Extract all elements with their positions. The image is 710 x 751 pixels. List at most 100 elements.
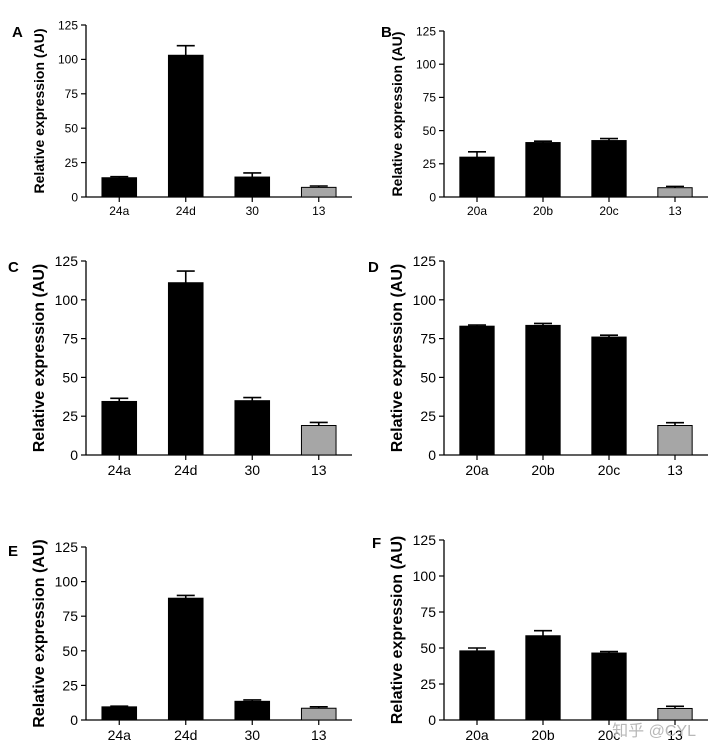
bar [101,706,138,721]
bar [234,700,271,721]
y-tick-label: 100 [416,58,436,72]
y-tick-label: 75 [423,91,437,105]
y-tick-label: 25 [62,408,78,424]
bar [300,425,337,456]
y-tick-label: 25 [62,677,78,693]
y-tick-label: 75 [62,608,78,624]
panel-label: C [8,259,19,276]
y-axis-label: Relative expression (AU) [31,264,48,453]
y-tick-label: 50 [420,640,436,656]
bar [591,140,627,198]
y-axis-label: Relative expression (AU) [389,536,406,725]
bar [234,400,271,456]
x-tick-label: 30 [244,727,260,743]
x-tick-label: 20b [533,204,553,218]
y-tick-label: 100 [55,292,79,308]
bar [591,652,627,721]
y-tick-label: 25 [65,156,79,170]
x-tick-label: 20a [467,204,487,218]
y-tick-label: 50 [62,643,78,659]
y-tick-label: 125 [55,539,79,555]
chart-panel-c: C Relative expression (AU) 0 25 50 75 100 125 24… [8,253,352,478]
chart-panel-e: E Relative expression (AU) 0 25 50 75 100 125 24… [8,539,352,743]
x-tick-label: 20c [598,462,621,478]
y-tick-label: 50 [423,124,437,138]
y-tick-label: 75 [420,331,436,347]
panel-label: D [368,259,379,276]
x-tick-label: 20c [598,727,621,743]
y-tick-label: 50 [62,369,78,385]
y-axis-label: Relative expression (AU) [31,539,48,728]
y-tick-label: 0 [70,447,78,463]
x-tick-label: 24d [174,462,197,478]
x-tick-label: 20a [465,462,489,478]
y-tick-label: 0 [71,190,78,204]
y-axis-label: Relative expression (AU) [389,264,406,453]
bar [167,282,204,456]
y-tick-label: 125 [413,532,437,548]
y-tick-label: 25 [420,676,436,692]
x-tick-label: 24d [174,727,197,743]
bar [300,707,337,721]
x-tick-label: 24a [109,204,129,218]
y-tick-label: 0 [428,712,436,728]
bar [657,425,693,456]
bar [591,336,627,456]
y-tick-label: 100 [413,292,437,308]
x-tick-label: 24a [108,727,132,743]
y-tick-label: 0 [429,190,436,204]
y-tick-label: 0 [70,712,78,728]
x-tick-label: 13 [311,462,327,478]
y-tick-label: 75 [420,604,436,620]
watermark-text: 知乎 @CYL [612,723,696,740]
bar [657,187,693,198]
bar [101,400,138,456]
bar [525,142,561,198]
y-tick-label: 100 [55,574,79,590]
chart-panel-f: F Relative expression (AU) 0 25 50 75 100 125 20… [372,532,708,743]
x-tick-label: 13 [667,462,683,478]
y-tick-label: 125 [413,253,437,269]
y-tick-label: 125 [55,253,79,269]
bar [459,156,495,198]
x-tick-label: 20a [465,727,489,743]
x-tick-label: 20c [599,204,618,218]
x-tick-label: 13 [667,727,683,743]
y-tick-label: 125 [416,24,436,38]
y-tick-label: 50 [420,369,436,385]
y-tick-label: 75 [65,87,79,101]
x-tick-label: 30 [244,462,260,478]
bar [300,186,337,198]
x-tick-label: 13 [311,727,327,743]
panel-label: E [8,543,18,560]
x-tick-label: 20b [531,462,555,478]
bar [167,597,204,721]
x-tick-label: 24a [108,462,132,478]
bar [525,635,561,721]
panel-label: F [372,535,381,552]
y-tick-label: 125 [58,18,78,32]
y-tick-label: 0 [428,447,436,463]
bar [101,177,138,198]
y-tick-label: 100 [413,568,437,584]
y-tick-label: 75 [62,331,78,347]
panel-label: A [12,24,23,41]
panel-label: B [381,24,392,41]
y-tick-label: 25 [423,157,437,171]
bar [525,324,561,456]
x-tick-label: 20b [531,727,555,743]
x-tick-label: 24d [176,204,196,218]
y-tick-label: 100 [58,53,78,67]
x-tick-label: 13 [312,204,326,218]
y-axis-label: Relative expression (AU) [389,32,405,197]
x-tick-label: 30 [246,204,260,218]
chart-panel-a: A Relative expression (AU) 0 25 50 75 100 125 24… [12,18,352,218]
bar [167,54,204,198]
bar [459,325,495,456]
bar [234,176,271,198]
y-tick-label: 25 [420,408,436,424]
bar [459,650,495,721]
y-tick-label: 50 [65,122,79,136]
